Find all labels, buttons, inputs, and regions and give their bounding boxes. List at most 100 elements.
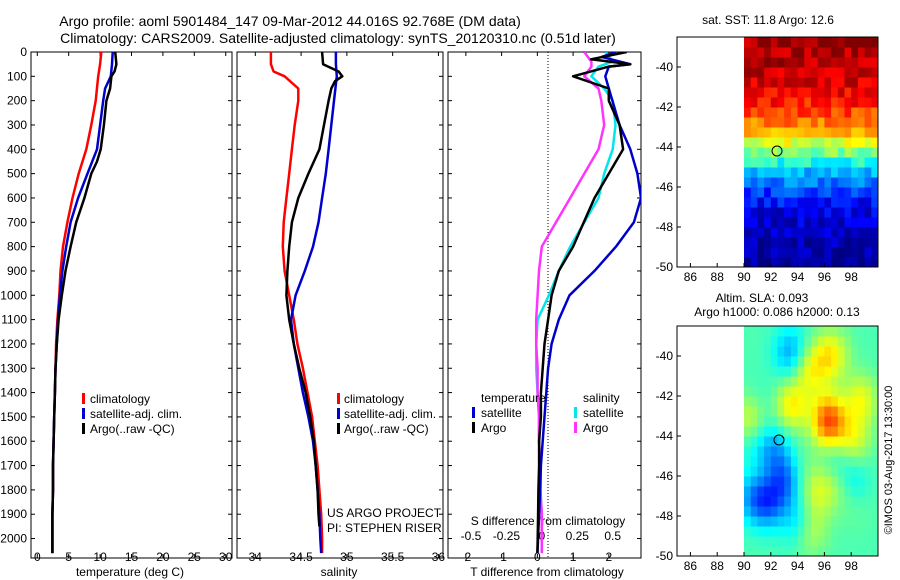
sst-cell xyxy=(797,107,805,118)
sla-cell xyxy=(757,526,765,537)
sst-cell xyxy=(844,167,852,178)
sst-cell xyxy=(851,47,859,58)
sla-cell xyxy=(817,356,825,367)
salinity-tick-label: 36 xyxy=(432,550,446,564)
sst-cell xyxy=(790,227,799,238)
sla-cell xyxy=(784,426,792,437)
sst-cell xyxy=(750,187,758,198)
sst-cell xyxy=(857,97,866,108)
sla-cell xyxy=(857,516,866,527)
sst-map-title: sat. SST: 11.8 Argo: 12.6 xyxy=(702,13,834,27)
depth-tick-label: 1700 xyxy=(0,459,27,473)
sla-cell xyxy=(871,356,879,367)
sla-cell xyxy=(871,436,879,447)
sla-cell xyxy=(770,496,778,507)
sst-cell xyxy=(851,147,859,158)
legend-head-temperature: temperature xyxy=(481,391,546,405)
sst-cell xyxy=(831,97,839,108)
sst-cell xyxy=(790,237,799,248)
sla-cell xyxy=(784,326,792,337)
legend-head-salinity: salinity xyxy=(583,391,620,405)
sla-cell xyxy=(757,346,765,357)
depth-tick-label: 1800 xyxy=(0,483,27,497)
sla-cell xyxy=(857,546,866,557)
depth-tick-label: 1600 xyxy=(0,434,27,448)
sla-cell xyxy=(750,516,758,527)
sla-cell xyxy=(777,336,785,347)
sla-cell xyxy=(864,346,872,357)
sst-cell xyxy=(764,197,772,208)
sla-cell xyxy=(797,386,805,397)
sla-cell xyxy=(831,396,839,407)
sla-cell xyxy=(811,346,819,357)
sla-cell xyxy=(831,436,839,447)
legend-swatch-s-satellite xyxy=(574,407,577,418)
sla-cell xyxy=(777,466,785,477)
sst-cell xyxy=(757,57,765,68)
legend-label-s-argo: Argo xyxy=(583,421,609,435)
sst-cell xyxy=(864,257,872,268)
sla-cell xyxy=(764,416,772,427)
sst-cell xyxy=(757,227,765,238)
sst-map-lon-tick-label: 92 xyxy=(764,270,778,284)
sst-cell xyxy=(857,207,866,218)
sla-cell xyxy=(811,426,819,437)
legend-label-satellite: satellite-adj. clim. xyxy=(344,407,436,421)
sst-cell xyxy=(770,107,778,118)
sla-cell xyxy=(750,396,758,407)
sla-cell xyxy=(851,416,859,427)
sst-cell xyxy=(831,47,839,58)
sst-cell xyxy=(817,247,825,258)
sla-cell xyxy=(831,546,839,557)
sst-cell xyxy=(811,117,819,128)
sla-cell xyxy=(784,446,792,457)
sla-cell xyxy=(797,436,805,447)
sla-cell xyxy=(744,396,752,407)
sst-cell xyxy=(817,47,825,58)
sst-cell xyxy=(790,217,799,228)
sst-cell xyxy=(851,87,859,98)
sla-cell xyxy=(777,386,785,397)
sla-cell xyxy=(871,496,879,507)
sla-cell xyxy=(837,396,845,407)
sst-cell xyxy=(851,217,859,228)
sst-cell xyxy=(837,77,845,88)
sla-map-border xyxy=(676,325,879,557)
sst-cell xyxy=(864,97,872,108)
sla-cell xyxy=(837,356,845,367)
sla-cell xyxy=(744,526,752,537)
sst-cell xyxy=(784,237,792,248)
sla-cell xyxy=(777,526,785,537)
sst-cell xyxy=(764,37,772,48)
sla-cell xyxy=(811,436,819,447)
salinity-tick-label: 35 xyxy=(340,550,354,564)
sst-cell xyxy=(851,107,859,118)
sla-cell xyxy=(831,476,839,487)
sla-cell xyxy=(864,436,872,447)
sla-argo-position-marker xyxy=(773,434,785,446)
sla-cell xyxy=(871,456,879,467)
sst-cell xyxy=(844,117,852,128)
sst-cell xyxy=(744,77,752,88)
sla-cell xyxy=(764,496,772,507)
sst-cell xyxy=(824,237,832,248)
sla-cell xyxy=(770,446,778,457)
sst-cell xyxy=(837,67,845,78)
sla-cell xyxy=(784,366,792,377)
sst-cell xyxy=(797,207,805,218)
s-difference-tick-label: 0.25 xyxy=(566,529,590,543)
sst-cell xyxy=(844,197,852,208)
sst-cell xyxy=(784,197,792,208)
legend-swatch-climatology xyxy=(337,393,340,404)
salinity-legend: climatology satellite-adj. clim. Argo(..… xyxy=(337,392,436,436)
sla-cell xyxy=(744,326,752,337)
sst-cell xyxy=(744,87,752,98)
title-line-2: Climatology: CARS2009. Satellite-adjuste… xyxy=(60,30,616,46)
sla-cell xyxy=(770,386,778,397)
sla-cell xyxy=(797,366,805,377)
sst-cell xyxy=(817,157,825,168)
imos-credit: ©IMOS 03-Aug-2017 13:30:00 xyxy=(883,386,895,535)
sla-cell xyxy=(804,336,812,347)
sla-cell xyxy=(770,406,778,417)
sla-cell xyxy=(777,546,785,557)
